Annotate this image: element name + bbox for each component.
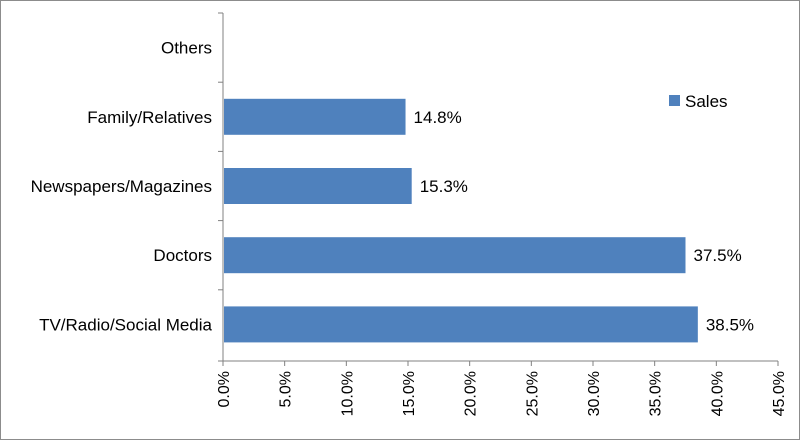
category-label-doctors: Doctors xyxy=(153,246,212,265)
category-label-family-relatives: Family/Relatives xyxy=(87,108,212,127)
bar-tv-radio-social-media xyxy=(224,306,698,343)
bars-layer xyxy=(224,98,698,343)
category-label-newspapers-magazines: Newspapers/Magazines xyxy=(31,177,212,196)
x-tick-label: 30.0% xyxy=(586,371,603,416)
x-tick-label: 20.0% xyxy=(463,371,480,416)
x-tick-label: 25.0% xyxy=(524,371,541,416)
category-label-others: Others xyxy=(161,39,212,58)
legend: Sales xyxy=(669,92,728,111)
x-tick-label: 40.0% xyxy=(709,371,726,416)
bar-doctors xyxy=(224,237,686,274)
x-tick-labels: 0.0% 5.0% 10.0% 15.0% 20.0% 25.0% 30.0% 35.0% 40… xyxy=(216,371,788,416)
legend-label: Sales xyxy=(685,92,728,111)
value-label-doctors: 37.5% xyxy=(694,246,742,265)
category-labels: Others Family/Relatives Newspapers/Magazin… xyxy=(31,39,213,335)
x-tick-label: 35.0% xyxy=(648,371,665,416)
x-tick-label: 0.0% xyxy=(216,371,233,407)
axes-layer xyxy=(218,12,779,366)
bar-newspapers-magazines xyxy=(224,168,412,204)
bar-family-relatives xyxy=(224,98,406,135)
value-label-family-relatives: 14.8% xyxy=(414,108,462,127)
legend-swatch xyxy=(669,95,680,106)
x-tick-label: 15.0% xyxy=(401,371,418,416)
value-label-newspapers-magazines: 15.3% xyxy=(420,177,468,196)
x-tick-label: 5.0% xyxy=(278,371,295,407)
value-label-tv-radio-social-media: 38.5% xyxy=(706,315,754,334)
x-tick-label: 45.0% xyxy=(771,371,788,416)
x-tick-label: 10.0% xyxy=(339,371,356,416)
value-labels: 14.8% 15.3% 37.5% 38.5% xyxy=(414,108,755,335)
category-label-tv-radio-social-media: TV/Radio/Social Media xyxy=(39,315,212,334)
